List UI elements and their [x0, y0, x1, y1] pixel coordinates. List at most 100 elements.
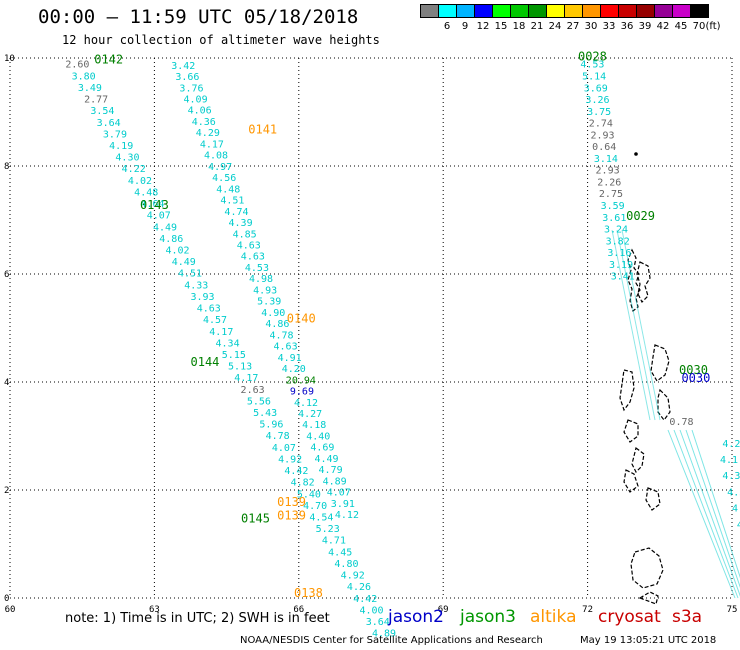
data-point-label: 4.02 — [165, 245, 189, 256]
coastline — [627, 248, 641, 313]
data-point-label: 3.41 — [611, 272, 635, 283]
legend-s3a: s3a — [672, 607, 703, 627]
coastline — [636, 261, 651, 304]
swath-line — [679, 429, 740, 597]
data-point-label: 5.23 — [316, 524, 340, 535]
data-point-label: 3.26 — [585, 95, 609, 106]
data-point-label: 2.77 — [84, 95, 108, 106]
data-point-label: 4.86 — [265, 319, 289, 330]
data-point-label: 4.08 — [204, 151, 228, 162]
data-point-label: 4.26 — [347, 582, 371, 593]
data-point-label: 4.63 — [241, 252, 265, 263]
data-point-label: 4.91 — [278, 353, 302, 364]
data-point-label: 4.17 — [209, 327, 233, 338]
data-point-label: 4.34 — [216, 338, 240, 349]
data-point-label: 3.49 — [78, 83, 102, 94]
data-point-label: 4.51 — [220, 196, 244, 207]
data-point-label: 3.14 — [594, 154, 618, 165]
x-tick-label: 72 — [582, 605, 593, 615]
legend-label: 9 — [461, 21, 469, 32]
coastline — [638, 591, 659, 605]
data-point-label: 4.78 — [266, 431, 290, 442]
data-point-label: 4.49 — [172, 257, 196, 268]
x-tick-label: 60 — [5, 605, 16, 615]
data-point-label: 4.69 — [310, 443, 334, 454]
data-point-label: 4.29 — [196, 128, 220, 139]
data-point-label: 4.42 — [284, 466, 308, 477]
legend-label: 6 — [443, 21, 451, 32]
data-point-label: 20.94 — [286, 375, 316, 386]
data-point-label: 3.54 — [90, 106, 114, 117]
data-point-label: 4.22 — [122, 164, 146, 175]
data-point-label: 4.86 — [159, 234, 183, 245]
data-point-label: 4.17 — [200, 139, 224, 150]
data-point-label: 4.5 — [727, 487, 740, 498]
data-point-label: 4.1 — [720, 455, 738, 466]
chart-title: 00:00 – 11:59 UTC 05/18/2018 — [38, 6, 359, 28]
legend-jason2: jason2 — [388, 607, 444, 627]
legend-label: 36 — [620, 21, 634, 32]
data-point-label: 5.14 — [582, 71, 606, 82]
track-pass-label: 0029 — [626, 209, 655, 223]
data-point-label: 3.76 — [179, 83, 203, 94]
y-tick-label: 6 — [4, 270, 9, 280]
data-point-label: 5.56 — [247, 396, 271, 407]
legend-label: 24 — [548, 21, 562, 32]
data-point-label: 4.79 — [319, 465, 343, 476]
data-point-label: 4.20 — [282, 364, 306, 375]
data-point-label: 4.42 — [353, 594, 377, 605]
coastline — [630, 547, 664, 589]
track-pass-label: 0140 — [287, 312, 316, 326]
data-point-label: 4.54 — [309, 513, 333, 524]
y-tick-label: 8 — [4, 162, 9, 172]
swath-line — [621, 229, 661, 421]
data-point-label: 3.42 — [171, 61, 195, 72]
data-point-label: 4.12 — [335, 510, 359, 521]
data-point-label: 3.19 — [609, 260, 633, 271]
data-point-label: 2.74 — [589, 119, 613, 130]
legend-label: 12 — [476, 21, 490, 32]
x-tick-label: 63 — [149, 605, 160, 615]
data-point-label: 4.93 — [253, 285, 277, 296]
data-point-label: 4.80 — [334, 559, 358, 570]
footer-timestamp: May 19 13:05:21 UTC 2018 — [580, 635, 717, 646]
data-point-label: 4.53 — [580, 60, 604, 71]
data-point-label: 4.57 — [203, 315, 227, 326]
data-point-label: 4.07 — [147, 211, 171, 222]
data-point-label: 4.07 — [272, 443, 296, 454]
data-point-label: 2.93 — [590, 130, 614, 141]
legend-label: 39 — [638, 21, 652, 32]
data-point-label: 4.48 — [216, 184, 240, 195]
swath-line — [691, 429, 740, 579]
data-point-label: 5.43 — [253, 408, 277, 419]
data-point-label: 4.71 — [322, 536, 346, 547]
data-point-label: 2.75 — [599, 189, 623, 200]
track-pass-label: 0028 — [578, 50, 607, 64]
data-point-label: 3.59 — [601, 201, 625, 212]
legend-label: 70 — [692, 21, 706, 32]
data-point-label: 3.16 — [607, 248, 631, 259]
data-point-label: 4.17 — [234, 373, 258, 384]
y-tick-label: 4 — [4, 378, 9, 388]
data-point-label: 3.93 — [191, 292, 215, 303]
data-point-label: 4.63 — [274, 342, 298, 353]
track-pass-label: 0141 — [248, 123, 277, 137]
x-tick-label: 75 — [727, 605, 738, 615]
data-point-label: 4.40 — [306, 431, 330, 442]
legend-label: 27 — [566, 21, 580, 32]
data-point-label: 4.89 — [372, 629, 396, 640]
coastline — [619, 369, 635, 412]
data-point-label: 4.36 — [192, 117, 216, 128]
data-point-label: 3.64 — [366, 617, 390, 628]
data-point-label: 4.74 — [224, 207, 248, 218]
data-point-label: 4.78 — [269, 330, 293, 341]
data-point-label: 4.2 — [732, 504, 740, 515]
data-point-label: 3.69 — [584, 83, 608, 94]
data-point-label: 9.69 — [290, 387, 314, 398]
legend-unit: (ft) — [705, 21, 721, 32]
data-point-label: 3.82 — [606, 236, 630, 247]
swath-line — [611, 229, 651, 421]
data-point-label: 3.66 — [175, 72, 199, 83]
data-point-label: 4.90 — [261, 308, 285, 319]
